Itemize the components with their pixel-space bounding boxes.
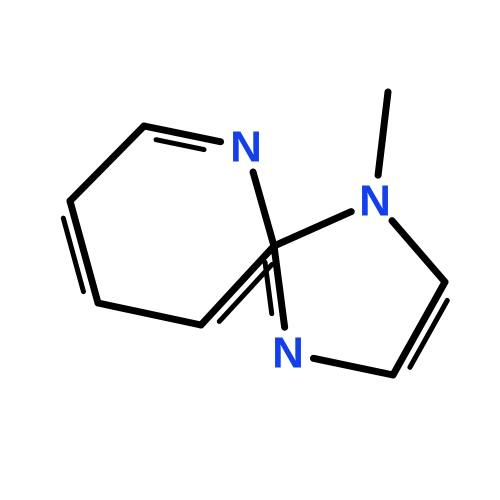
bond xyxy=(253,172,274,246)
bond xyxy=(70,126,144,201)
bond xyxy=(201,246,274,325)
bond xyxy=(378,92,388,175)
nitrogen-atom-label: N xyxy=(230,123,262,172)
bond xyxy=(156,140,204,150)
molecule-diagram: N N N xyxy=(0,0,500,500)
bond xyxy=(274,246,285,327)
bond xyxy=(265,262,272,313)
bond xyxy=(274,212,351,246)
bond xyxy=(392,221,445,282)
nitrogen-atom-label: N xyxy=(359,177,391,226)
bond xyxy=(98,303,201,325)
nitrogen-atom-label: N xyxy=(272,329,304,378)
bond xyxy=(313,358,393,375)
bond xyxy=(393,282,445,375)
